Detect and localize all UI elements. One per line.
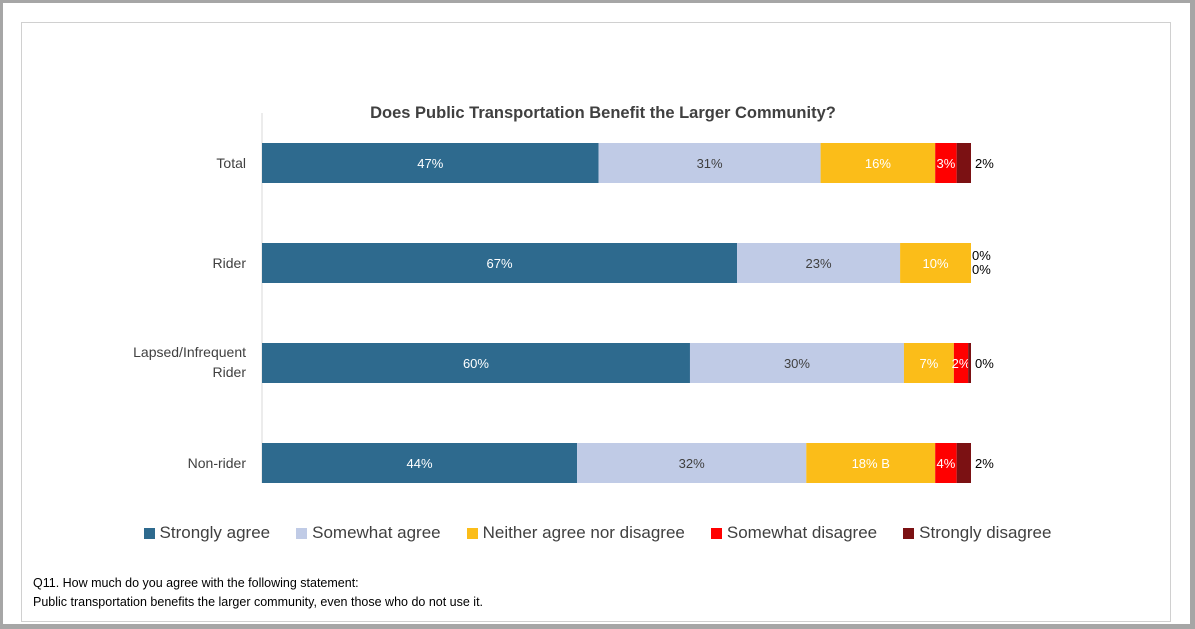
bar-segment [900,243,971,283]
legend-label: Strongly disagree [919,523,1052,542]
bars-group: Total 47% 31% 16% 3% 2%Rider 67% 23% 10%0%0%Laps… [133,143,994,483]
legend-item: Somewhat agree [296,523,441,543]
legend-item: Strongly disagree [903,523,1051,543]
bar-segment [598,143,821,183]
bar-segment [806,443,936,483]
legend-swatch [466,527,478,539]
bar-segment [577,443,807,483]
category-label: Rider [213,255,247,271]
chart-area [21,22,1171,622]
bar-segment [903,343,954,383]
data-label: 7% [920,356,939,371]
data-label-outside: 0% [975,356,994,371]
legend-swatch [143,527,155,539]
legend-item: Somewhat disagree [710,523,878,543]
bar-segment [262,143,599,183]
category-label: Non-rider [188,455,247,471]
category-label-line: Lapsed/Infrequent [133,344,246,360]
legend-item: Strongly agree [143,523,271,543]
data-label: 44% [407,456,433,471]
bar-segment [262,243,738,283]
bar-segment [262,343,690,383]
category-label: Lapsed/Infrequent Rider [133,344,246,380]
legend-swatch [710,527,722,539]
data-label: 4% [937,456,956,471]
legend-label: Somewhat disagree [726,523,878,542]
data-label-outside: 2% [975,456,994,471]
data-label: 10% [923,256,949,271]
legend-label: Strongly agree [159,523,271,542]
data-label: 18% B [852,456,890,471]
legend-label: Somewhat agree [312,523,441,542]
data-label-outside: 2% [975,156,994,171]
data-label: 32% [679,456,705,471]
bar-segment [935,443,957,483]
data-label: 31% [697,156,723,171]
category-label: Total [216,155,246,171]
legend: Strongly agree Somewhat agree Neither agre… [0,521,1195,545]
bar-segment [953,343,969,383]
data-label: 60% [463,356,489,371]
bar-segment [820,143,936,183]
bar-segment [689,343,904,383]
bar-segment [956,143,971,183]
bar-segment [968,343,971,383]
data-label: 67% [486,256,512,271]
data-label: 2% [952,356,971,371]
footnote-question: Q11. How much do you agree with the foll… [33,576,359,590]
bar-segment [262,443,578,483]
legend-swatch [296,527,308,539]
footnote-statement: Public transportation benefits the large… [33,595,484,609]
data-label: 3% [937,156,956,171]
legend-item: Neither agree nor disagree [466,523,685,543]
bar-segment [935,143,957,183]
data-label: 30% [784,356,810,371]
data-label-outside: 0% [972,262,991,277]
data-label: 47% [417,156,443,171]
legend-swatch [903,527,915,539]
legend-label: Neither agree nor disagree [482,523,685,542]
bar-segment [737,243,901,283]
category-label-line: Rider [213,364,247,380]
bar-segment [956,443,971,483]
data-label: 16% [865,156,891,171]
data-label: 23% [806,256,832,271]
chart-title: Does Public Transportation Benefit the L… [370,104,836,122]
data-label-outside: 0% [972,248,991,263]
